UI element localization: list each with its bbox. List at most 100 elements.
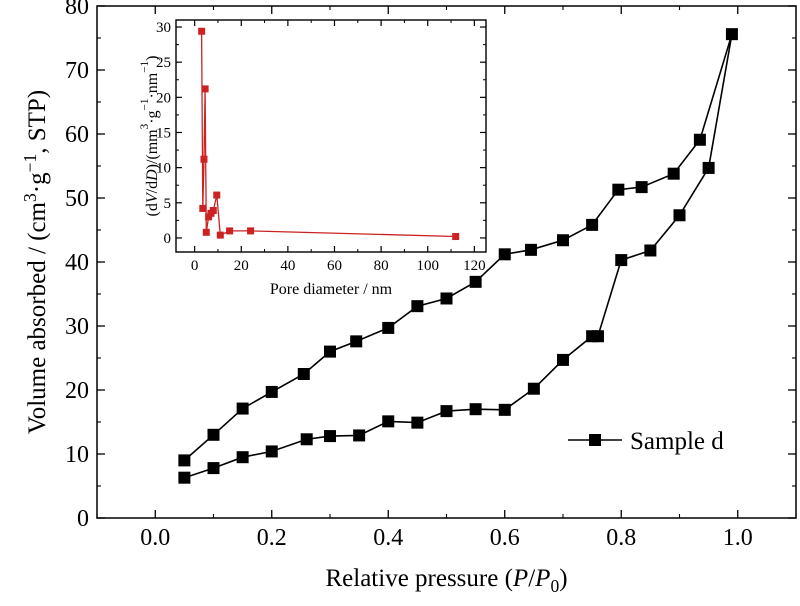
y-axis-title-part: ·g xyxy=(24,172,51,193)
data-point xyxy=(667,167,680,180)
data-point xyxy=(725,28,738,41)
data-point xyxy=(440,405,453,418)
data-point xyxy=(350,335,363,348)
inset-x-axis-title: Pore diameter / nm xyxy=(270,281,393,298)
inset-y-axis-title-part: −1 xyxy=(139,99,151,111)
y-tick-label: 70 xyxy=(65,58,89,84)
data-point xyxy=(644,244,657,257)
y-tick-label: 10 xyxy=(65,442,89,468)
x-tick-label: 0.8 xyxy=(606,525,636,551)
data-point xyxy=(382,415,395,428)
data-point xyxy=(411,300,424,313)
inset-x-tick-label: 100 xyxy=(416,258,439,274)
data-point xyxy=(297,368,310,380)
data-point xyxy=(207,462,220,475)
data-point xyxy=(265,445,278,458)
inset-x-tick-label: 60 xyxy=(327,258,342,274)
inset-data-point xyxy=(213,191,221,199)
inset-data-point xyxy=(205,213,213,221)
y-axis-title-part: , STP) xyxy=(24,90,51,154)
inset-y-axis-title-part: )/(mm xyxy=(144,129,161,170)
inset-y-tick-label: 5 xyxy=(164,196,172,212)
inset-y-tick-label: 25 xyxy=(156,55,171,71)
data-point xyxy=(469,403,482,416)
inset-data-point xyxy=(200,155,208,163)
inset-x-tick-label: 40 xyxy=(280,258,295,274)
inset-x-tick-label: 0 xyxy=(191,258,199,274)
inset-data-point xyxy=(226,227,234,235)
data-point xyxy=(586,218,599,231)
y-axis-title: Volume absorbed / (cm3·g−1, STP) xyxy=(20,90,51,434)
inset-y-tick-label: 0 xyxy=(164,231,172,247)
y-tick-label: 60 xyxy=(65,122,89,148)
data-point xyxy=(591,330,604,343)
data-point xyxy=(178,454,191,467)
inset-plot-frame xyxy=(175,19,487,253)
inset-y-axis-title-part: ·nm xyxy=(144,72,161,98)
y-tick-label: 20 xyxy=(65,378,89,404)
y-tick-label: 0 xyxy=(77,506,89,532)
data-point xyxy=(236,451,249,464)
y-axis-title-part: −1 xyxy=(20,154,40,173)
data-point xyxy=(207,428,220,441)
data-point xyxy=(557,234,569,247)
inset-y-tick-label: 10 xyxy=(156,161,171,177)
inset-data-point xyxy=(452,233,460,241)
data-point xyxy=(557,353,569,366)
x-tick-label: 0.4 xyxy=(373,525,403,551)
main-chart: 0.0 0.2 0.4 0.6 0.8 1.001020304050607080Relat… xyxy=(20,0,797,596)
inset-data-point xyxy=(247,227,255,235)
inset-y-axis-title-part: /d xyxy=(144,181,161,193)
y-tick-label: 40 xyxy=(65,250,89,276)
data-point xyxy=(411,416,424,429)
data-point xyxy=(469,275,482,288)
x-axis-title-part: Relative pressure ( xyxy=(325,565,512,592)
data-point xyxy=(693,133,706,146)
data-point xyxy=(615,254,628,267)
x-tick-label: 0.2 xyxy=(257,525,287,551)
inset-y-axis-title-part: 3 xyxy=(139,123,151,129)
y-tick-label: 80 xyxy=(65,0,89,20)
data-point xyxy=(612,183,625,196)
x-axis-title-part: / xyxy=(528,565,535,592)
inset-y-tick-label: 30 xyxy=(156,20,171,36)
inset-data-point xyxy=(198,27,206,35)
data-point xyxy=(178,471,191,484)
data-point xyxy=(324,430,336,443)
inset-y-axis-title-part: D xyxy=(144,169,161,182)
data-point xyxy=(265,385,278,398)
inset-y-tick-label: 15 xyxy=(156,125,171,141)
x-axis-title-part: 0 xyxy=(550,576,559,596)
x-axis-title: Relative pressure (P/P0) xyxy=(325,565,567,596)
data-point xyxy=(324,345,336,358)
inset-x-tick-label: 20 xyxy=(234,258,249,274)
inset-y-axis-title-part: V xyxy=(144,191,161,203)
inset-y-axis-title-part: (d xyxy=(144,203,161,216)
x-tick-label: 1.0 xyxy=(723,525,753,551)
inset-data-point xyxy=(216,231,224,239)
x-tick-label: 0.0 xyxy=(140,525,170,551)
inset-y-axis-title-part: −1 xyxy=(139,61,151,73)
y-tick-label: 50 xyxy=(65,186,89,212)
data-point xyxy=(673,209,686,222)
inset-data-point xyxy=(209,207,217,215)
x-axis-title-part: P xyxy=(512,565,528,592)
data-point xyxy=(353,429,366,442)
y-axis-title-part: Volume absorbed / (cm xyxy=(24,201,51,434)
inset-x-tick-label: 80 xyxy=(374,258,389,274)
inset-data-point xyxy=(199,204,207,212)
inset-y-axis-title-part: ) xyxy=(144,56,161,61)
series-line-sample-d xyxy=(183,33,733,479)
data-point xyxy=(382,321,395,334)
data-point xyxy=(702,161,715,174)
legend-label: Sample d xyxy=(630,428,724,455)
data-point xyxy=(440,292,453,305)
data-point xyxy=(527,382,540,395)
legend-marker xyxy=(589,434,601,446)
data-point xyxy=(498,403,511,416)
data-point xyxy=(635,181,648,194)
x-tick-label: 0.6 xyxy=(490,525,520,551)
data-point xyxy=(524,243,537,256)
data-point xyxy=(236,402,249,415)
